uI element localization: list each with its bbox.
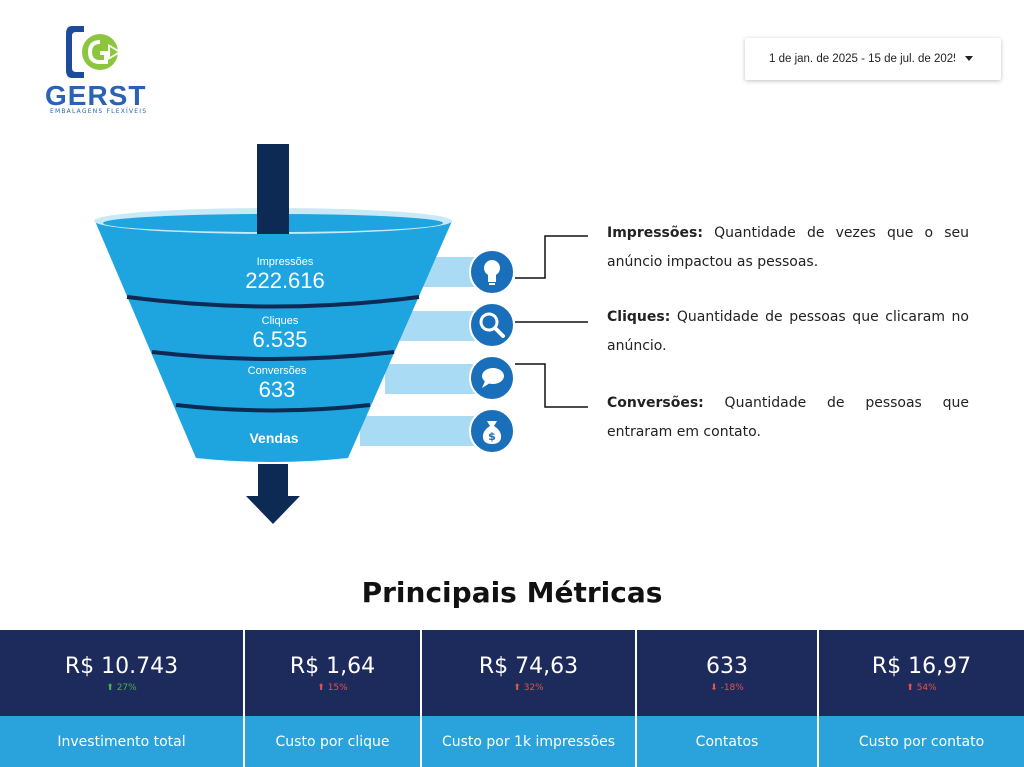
chat-bubble-icon <box>469 355 515 401</box>
funnel-stage-value: 633 <box>258 377 296 402</box>
metric-custo-por-contato: R$ 16,97 ⬆ 54% Custo por contato <box>819 630 1024 767</box>
metric-investimento-total: R$ 10.743 ⬆ 27% Investimento total <box>0 630 245 767</box>
lightbulb-icon <box>469 249 515 295</box>
metric-delta: ⬆ 15% <box>317 682 348 693</box>
section-title: Principais Métricas <box>361 576 663 609</box>
metric-label: Custo por contato <box>819 716 1024 767</box>
description-cliques: Cliques: Quantidade de pessoas que clica… <box>607 303 969 361</box>
brand-tagline: EMBALAGENS FLEXÍVEIS <box>50 108 148 115</box>
metric-value: R$ 1,64 <box>289 653 376 679</box>
metric-label: Custo por 1k impressões <box>422 716 635 767</box>
metrics-bar: R$ 10.743 ⬆ 27% Investimento total R$ 1,… <box>0 630 1024 767</box>
description-text: Quantidade de pessoas que entraram em co… <box>607 395 969 440</box>
metric-contatos: 633 ⬇ -18% Contatos <box>637 630 819 767</box>
svg-text:$: $ <box>488 430 496 443</box>
date-range-picker[interactable]: 1 de jan. de 2025 - 15 de jul. de 2025 <box>745 38 1001 80</box>
description-impressoes: Impressões: Quantidade de vezes que o se… <box>607 219 969 277</box>
metric-value: R$ 16,97 <box>871 653 972 679</box>
description-conversoes: Conversões: Quantidade de pessoas que en… <box>607 389 969 447</box>
funnel-stage-label: Impressões <box>256 256 314 268</box>
metric-value: 633 <box>706 653 748 679</box>
funnel-stage-conversoes: Conversões 633 <box>177 365 377 403</box>
description-text: Quantidade de vezes que o seu anúncio im… <box>607 225 969 270</box>
description-term: Cliques: <box>607 309 671 325</box>
description-term: Conversões: <box>607 395 704 411</box>
description-text: Quantidade de pessoas que clicaram no an… <box>607 309 969 354</box>
funnel-stage-value: 222.616 <box>245 268 325 293</box>
chevron-down-icon[interactable] <box>965 56 973 61</box>
metric-label: Custo por clique <box>245 716 420 767</box>
funnel-stage-label: Vendas <box>249 430 299 446</box>
funnel-graphic <box>94 144 588 524</box>
gerst-logo <box>66 26 122 78</box>
metric-value: R$ 74,63 <box>478 653 579 679</box>
metric-value: R$ 10.743 <box>64 653 179 679</box>
metric-label: Investimento total <box>0 716 243 767</box>
metric-custo-por-clique: R$ 1,64 ⬆ 15% Custo por clique <box>245 630 422 767</box>
metric-delta: ⬇ -18% <box>710 682 744 693</box>
funnel-stage-impressoes: Impressões 222.616 <box>185 256 385 294</box>
funnel-stage-vendas: Vendas <box>174 430 374 446</box>
metric-delta: ⬆ 32% <box>513 682 544 693</box>
metric-custo-por-1k-impressoes: R$ 74,63 ⬆ 32% Custo por 1k impressões <box>422 630 637 767</box>
metric-delta: ⬆ 27% <box>106 682 137 693</box>
metric-label: Contatos <box>637 716 817 767</box>
money-bag-icon: $ <box>469 408 515 454</box>
description-term: Impressões: <box>607 225 703 241</box>
funnel-stage-value: 6.535 <box>252 327 308 352</box>
funnel-stage-label: Cliques <box>261 315 299 327</box>
magnifier-icon <box>469 302 515 348</box>
brand-name: GERST <box>45 80 147 111</box>
metric-delta: ⬆ 54% <box>906 682 937 693</box>
funnel-stage-label: Conversões <box>247 365 307 377</box>
funnel-stage-cliques: Cliques 6.535 <box>180 315 380 353</box>
date-range-text: 1 de jan. de 2025 - 15 de jul. de 2025 <box>769 53 955 65</box>
